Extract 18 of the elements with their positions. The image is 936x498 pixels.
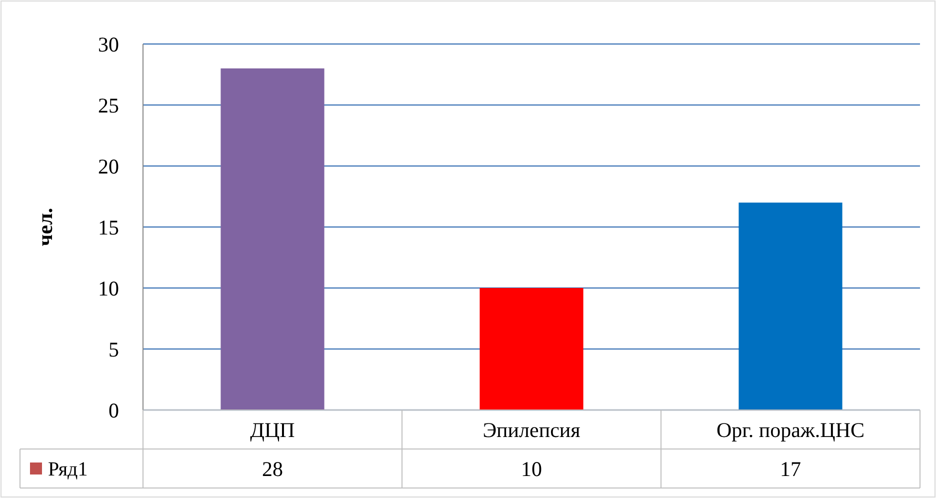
- data-label: 10: [521, 456, 542, 481]
- bar: [480, 288, 584, 410]
- y-tick-label: 20: [98, 154, 119, 178]
- data-label: 17: [780, 456, 801, 481]
- bar: [220, 68, 324, 410]
- text: Ряд1: [48, 458, 88, 480]
- y-tick-label: 0: [108, 398, 119, 422]
- x-tick-label: Эпилепсия: [482, 418, 581, 442]
- y-axis-title: чел.: [33, 208, 57, 246]
- x-tick-label: Орг. пораж.ЦНС: [716, 418, 865, 442]
- y-tick-label: 25: [98, 93, 119, 118]
- data-label: 28: [262, 456, 283, 481]
- y-tick-label: 15: [98, 215, 119, 240]
- y-tick-label: 10: [98, 276, 119, 300]
- bar: [738, 202, 842, 410]
- y-tick-label: 5: [108, 337, 119, 362]
- x-tick-label: ДЦП: [250, 418, 295, 442]
- y-tick-label: 30: [98, 32, 119, 56]
